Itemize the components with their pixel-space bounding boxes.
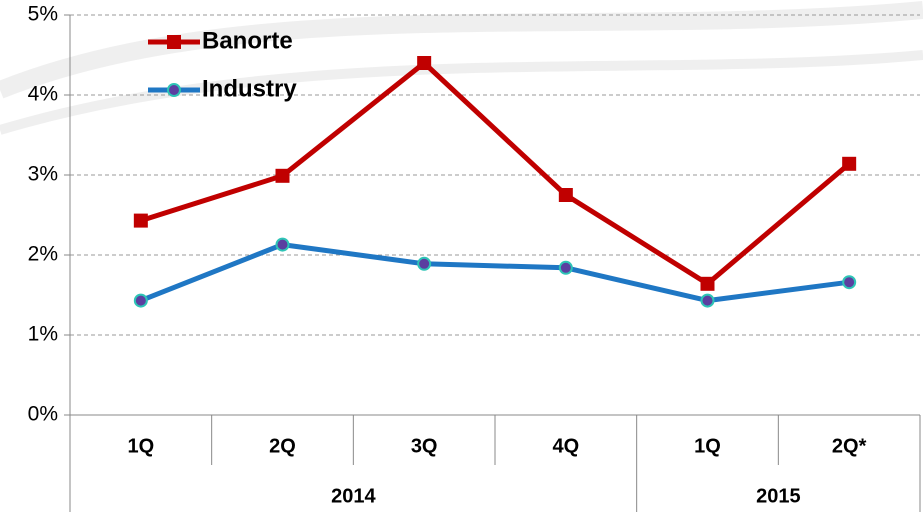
x-group-label: 2015 bbox=[756, 485, 801, 507]
data-point bbox=[700, 293, 715, 308]
legend-label: Industry bbox=[202, 75, 297, 102]
data-point bbox=[558, 188, 573, 202]
legend-marker bbox=[167, 83, 181, 97]
data-point bbox=[133, 293, 148, 308]
data-point bbox=[275, 168, 290, 183]
x-group-label: 2014 bbox=[331, 485, 376, 507]
data-point bbox=[417, 256, 432, 271]
y-tick-label: 4% bbox=[28, 83, 58, 106]
x-tick-label: 1Q bbox=[694, 435, 721, 457]
background-swoosh bbox=[0, 1, 923, 135]
x-tick-label: 1Q bbox=[127, 435, 154, 457]
y-tick-label: 3% bbox=[28, 163, 58, 186]
legend-marker bbox=[167, 35, 181, 49]
y-tick-label: 5% bbox=[28, 3, 58, 26]
x-tick-label: 3Q bbox=[411, 435, 438, 457]
data-point bbox=[842, 275, 857, 290]
data-point bbox=[700, 276, 715, 291]
x-tick-label: 2Q* bbox=[832, 435, 867, 457]
series-line bbox=[140, 60, 851, 287]
data-point bbox=[558, 260, 573, 275]
y-tick-label: 1% bbox=[28, 323, 58, 346]
y-tick-label: 2% bbox=[28, 243, 58, 266]
data-point bbox=[842, 156, 857, 171]
x-tick-label: 2Q bbox=[269, 435, 296, 457]
legend-label: Banorte bbox=[202, 27, 293, 54]
series-line bbox=[139, 242, 850, 304]
data-point bbox=[275, 237, 290, 252]
y-tick-label: 0% bbox=[28, 403, 58, 426]
x-tick-label: 4Q bbox=[552, 435, 579, 457]
data-point bbox=[417, 56, 432, 70]
data-point bbox=[133, 213, 148, 228]
